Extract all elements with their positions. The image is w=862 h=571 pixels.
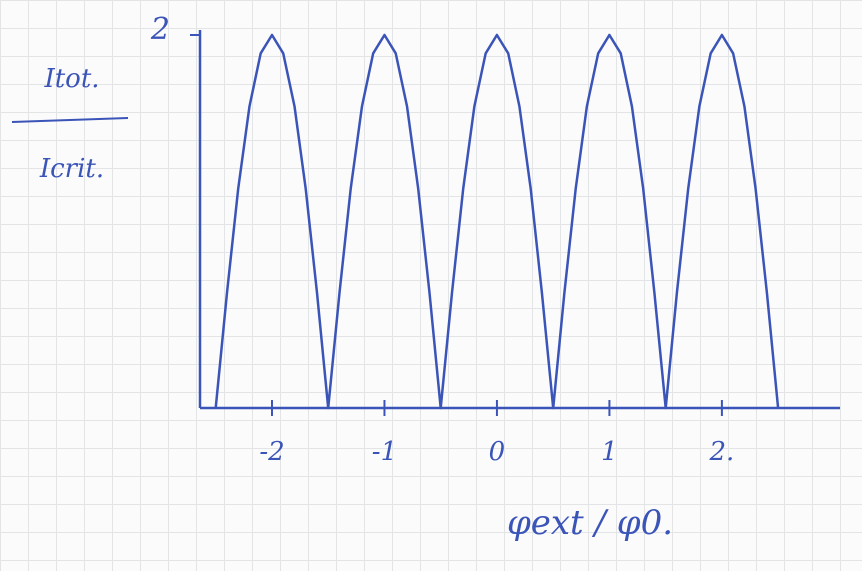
y-label-denominator: Icrit. <box>39 154 104 184</box>
x-tick-label: 0 <box>489 437 506 467</box>
y-label-numerator: Itot. <box>43 64 99 94</box>
x-tick-label: -1 <box>372 437 397 467</box>
x-tick-label: 1 <box>601 437 618 467</box>
chart: Itot. Icrit. φext / φ0. -2 -1 0 1 2. 2 <box>0 0 862 571</box>
page: {"chart_data": {"type": "line", "y_label… <box>0 0 862 571</box>
curve <box>216 35 778 408</box>
x-tick-label: -2 <box>259 437 284 467</box>
x-label: φext / φ0. <box>507 503 673 543</box>
y-tick-label: 2 <box>150 12 170 47</box>
x-tick-label: 2. <box>708 437 734 467</box>
fraction-bar <box>12 118 128 122</box>
